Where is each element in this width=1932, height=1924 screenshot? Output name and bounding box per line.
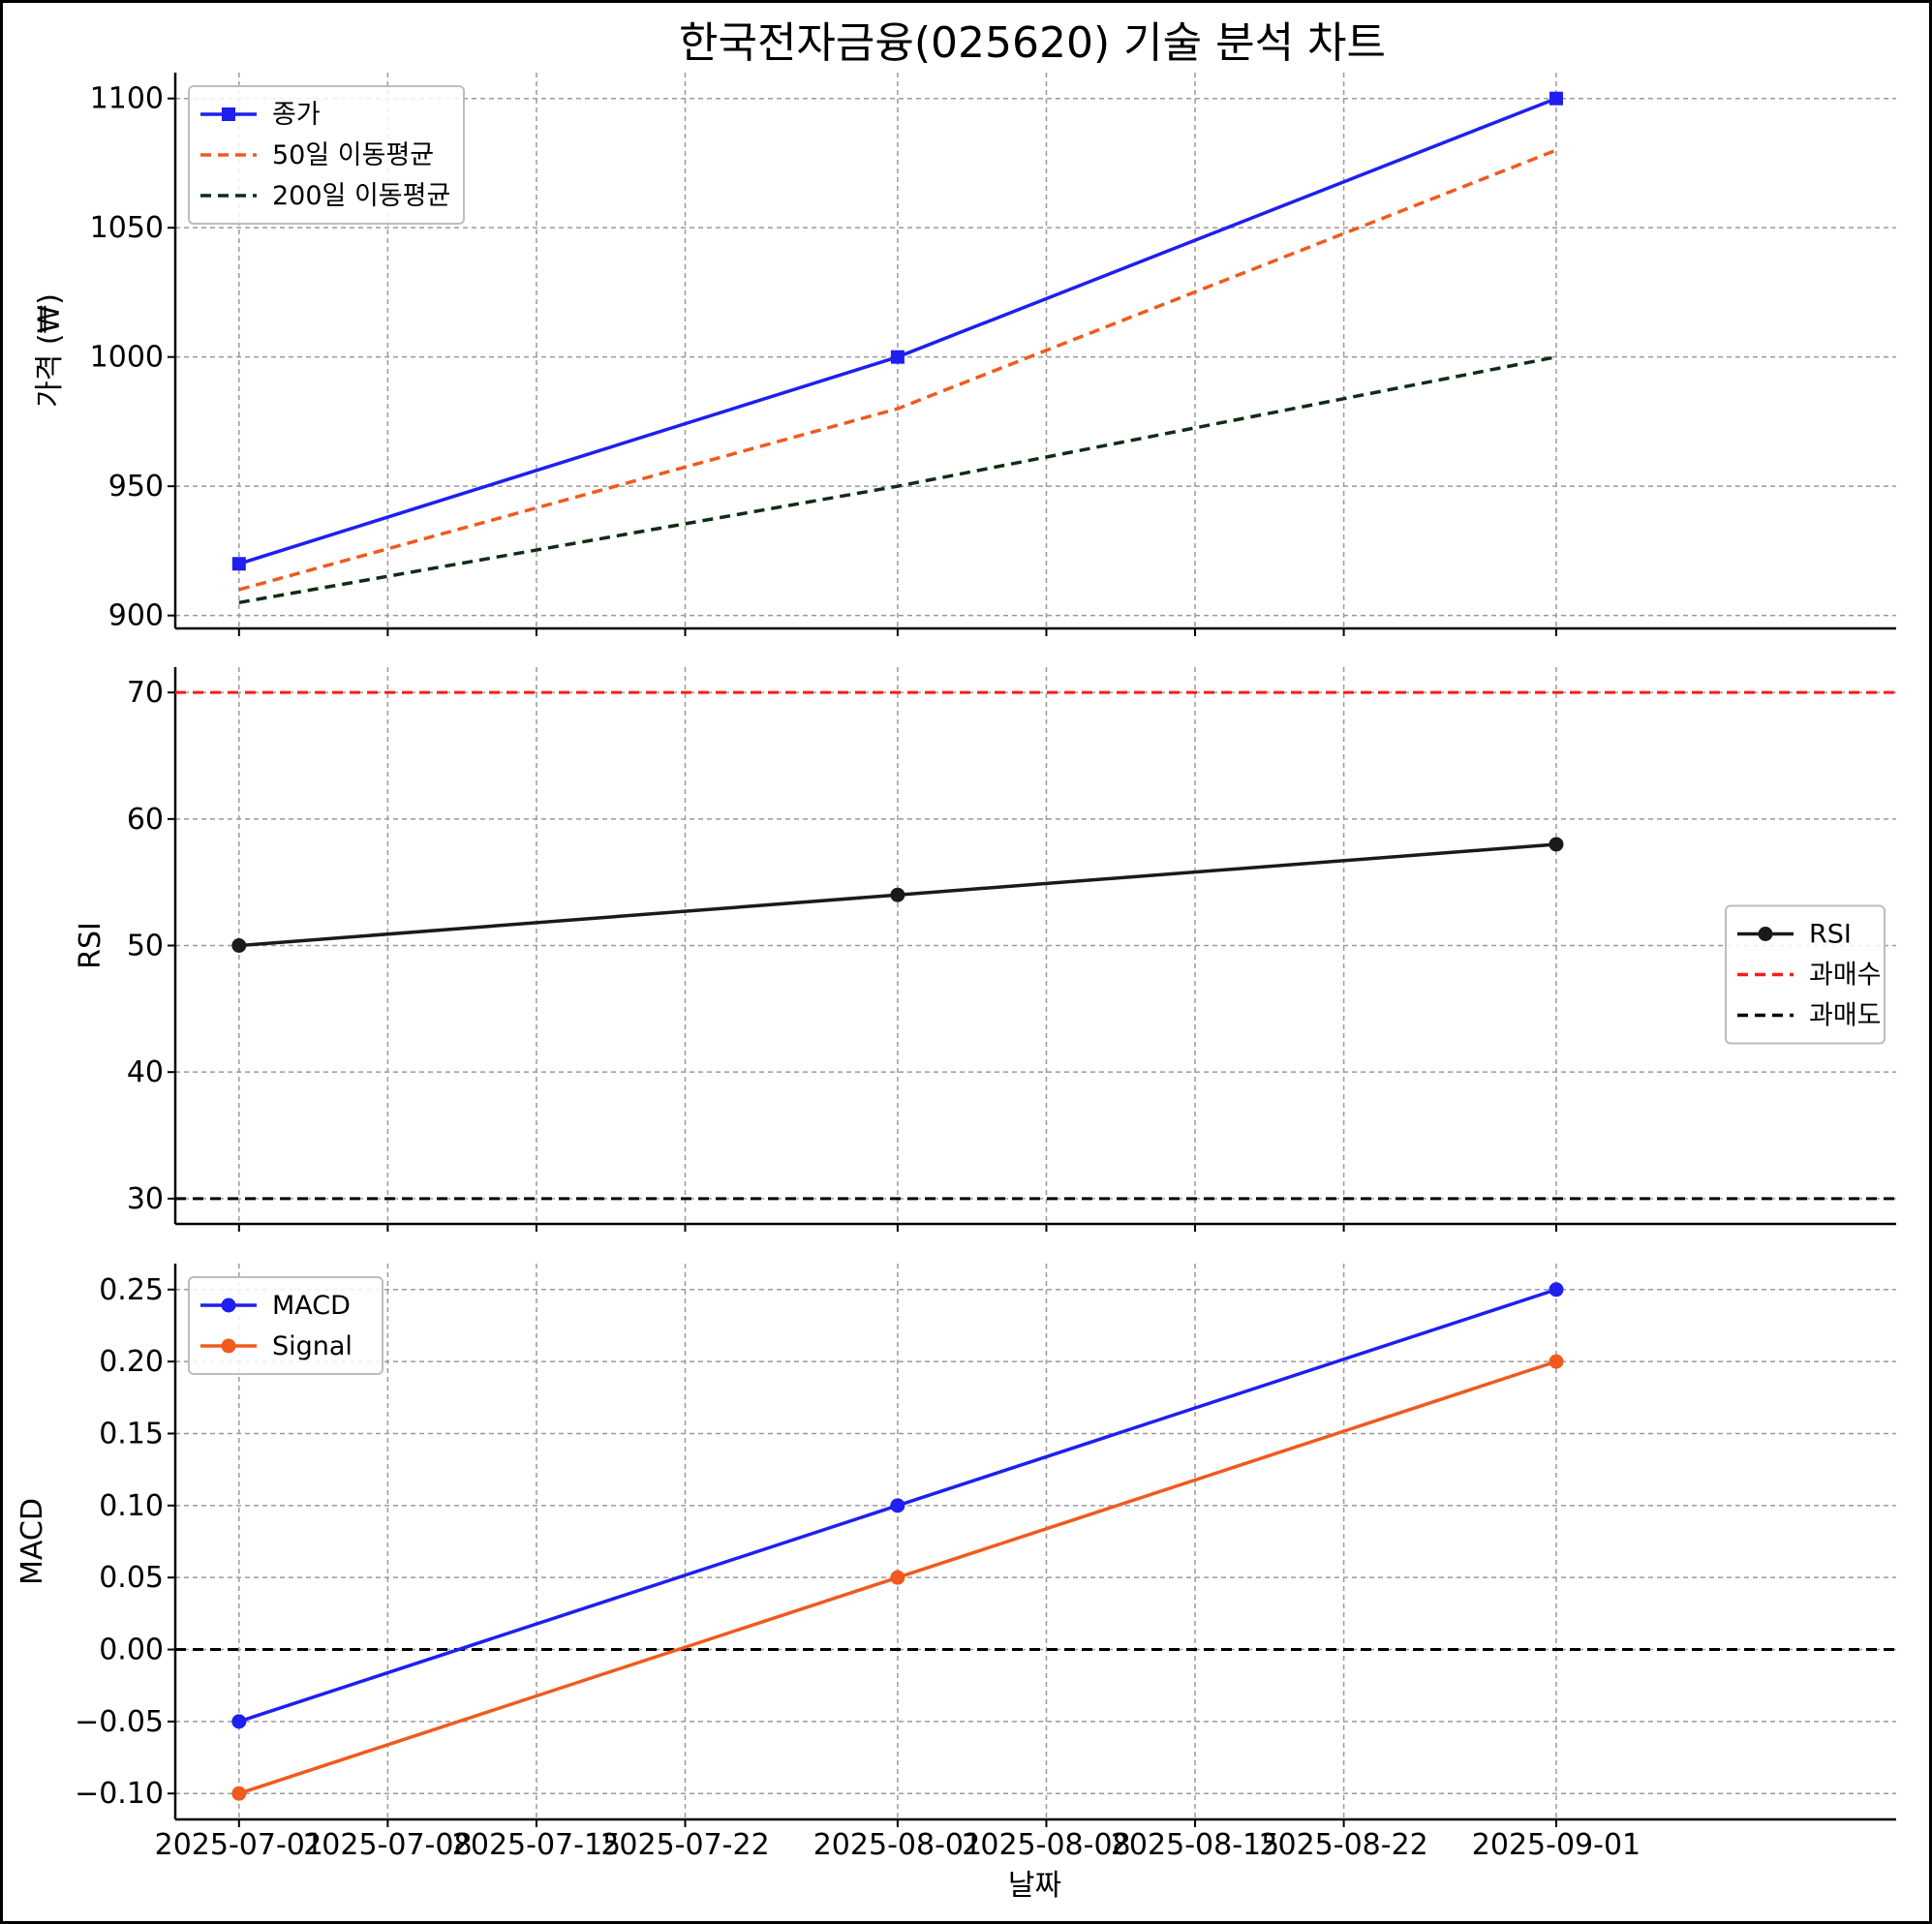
y-tick-label: 0.25 bbox=[99, 1273, 164, 1307]
y-tick-label: 0.05 bbox=[99, 1561, 164, 1595]
panel-price: 900 950 1000 1050 1100 가격 (₩) 종가 50일 이동평균 200일 이… bbox=[33, 73, 1896, 636]
x-tick-label: 2025-09-01 bbox=[1472, 1828, 1641, 1862]
x-tick-label: 2025-08-22 bbox=[1259, 1828, 1427, 1862]
legend-label: Signal bbox=[272, 1331, 353, 1361]
series-line bbox=[238, 354, 1557, 605]
y-tick-label: 1000 bbox=[90, 341, 164, 375]
y-tick-label: 1050 bbox=[90, 211, 164, 245]
y-tick-label: 0.15 bbox=[99, 1417, 164, 1451]
legend-box bbox=[188, 85, 465, 225]
y-tick-label: 40 bbox=[127, 1055, 164, 1089]
x-tick-label: 2025-07-15 bbox=[452, 1828, 621, 1862]
y-axis-label: RSI bbox=[74, 922, 107, 969]
legend-marker bbox=[222, 107, 235, 121]
x-tick-label: 2025-08-01 bbox=[813, 1828, 982, 1862]
legend-marker bbox=[221, 1338, 236, 1354]
x-tick-label: 2025-08-15 bbox=[1111, 1828, 1279, 1862]
y-tick-label: 1100 bbox=[90, 82, 164, 116]
data-point bbox=[1549, 837, 1564, 852]
data-point bbox=[1549, 91, 1563, 106]
data-point bbox=[890, 887, 905, 902]
y-tick-label: 950 bbox=[108, 470, 164, 504]
x-axis-label: 날짜 bbox=[1008, 1869, 1061, 1903]
x-tick-label: 2025-07-01 bbox=[155, 1828, 323, 1862]
legend-marker bbox=[1758, 927, 1773, 941]
y-tick-label: 30 bbox=[127, 1182, 164, 1216]
y-axis-label: 가격 (₩) bbox=[33, 293, 67, 408]
legend-box bbox=[188, 1276, 383, 1375]
y-tick-label: 0.20 bbox=[99, 1345, 164, 1379]
data-point bbox=[890, 1570, 905, 1585]
legend-label: 과매수 bbox=[1809, 961, 1882, 991]
x-tick-label: 2025-07-08 bbox=[303, 1828, 472, 1862]
legend-label: 50일 이동평균 bbox=[272, 140, 434, 170]
y-tick-label: 900 bbox=[108, 599, 164, 633]
data-point bbox=[890, 350, 905, 364]
x-tick-label: 2025-07-22 bbox=[600, 1828, 769, 1862]
chart-svg: 한국전자금융(025620) 기술 분석 차트 900 950 1000 1050 11… bbox=[15, 18, 1896, 1903]
series-line bbox=[238, 148, 1557, 592]
y-tick-label: 50 bbox=[127, 930, 164, 963]
y-tick-label: 60 bbox=[127, 803, 164, 837]
panel-macd: −0.10−0.050.000.050.100.150.200.25MACDMA… bbox=[15, 1264, 1896, 1827]
data-point bbox=[231, 557, 246, 571]
data-point bbox=[1549, 1354, 1564, 1369]
y-tick-label: 70 bbox=[127, 676, 164, 710]
data-point bbox=[1549, 1282, 1564, 1298]
chart-title: 한국전자금융(025620) 기술 분석 차트 bbox=[679, 18, 1386, 68]
y-tick-label: 0.10 bbox=[99, 1489, 164, 1523]
legend-marker bbox=[221, 1298, 236, 1313]
data-point bbox=[890, 1498, 905, 1513]
data-point bbox=[231, 1714, 247, 1729]
data-point bbox=[231, 1786, 247, 1801]
y-tick-label: −0.10 bbox=[75, 1777, 164, 1811]
y-axis-label: MACD bbox=[15, 1498, 49, 1585]
legend: MACD Signal bbox=[188, 1276, 383, 1375]
legend-label: 종가 bbox=[272, 100, 321, 130]
y-tick-label: −0.05 bbox=[75, 1705, 164, 1739]
legend-label: 과매도 bbox=[1809, 1001, 1882, 1031]
legend: 종가 50일 이동평균 200일 이동평균 bbox=[188, 85, 465, 225]
legend-label: 200일 이동평균 bbox=[272, 181, 450, 211]
x-tick-label: 2025-08-08 bbox=[962, 1828, 1130, 1862]
data-point bbox=[231, 938, 247, 953]
y-tick-label: 0.00 bbox=[99, 1634, 164, 1667]
legend-label: RSI bbox=[1809, 920, 1852, 950]
legend-label: MACD bbox=[272, 1291, 351, 1321]
